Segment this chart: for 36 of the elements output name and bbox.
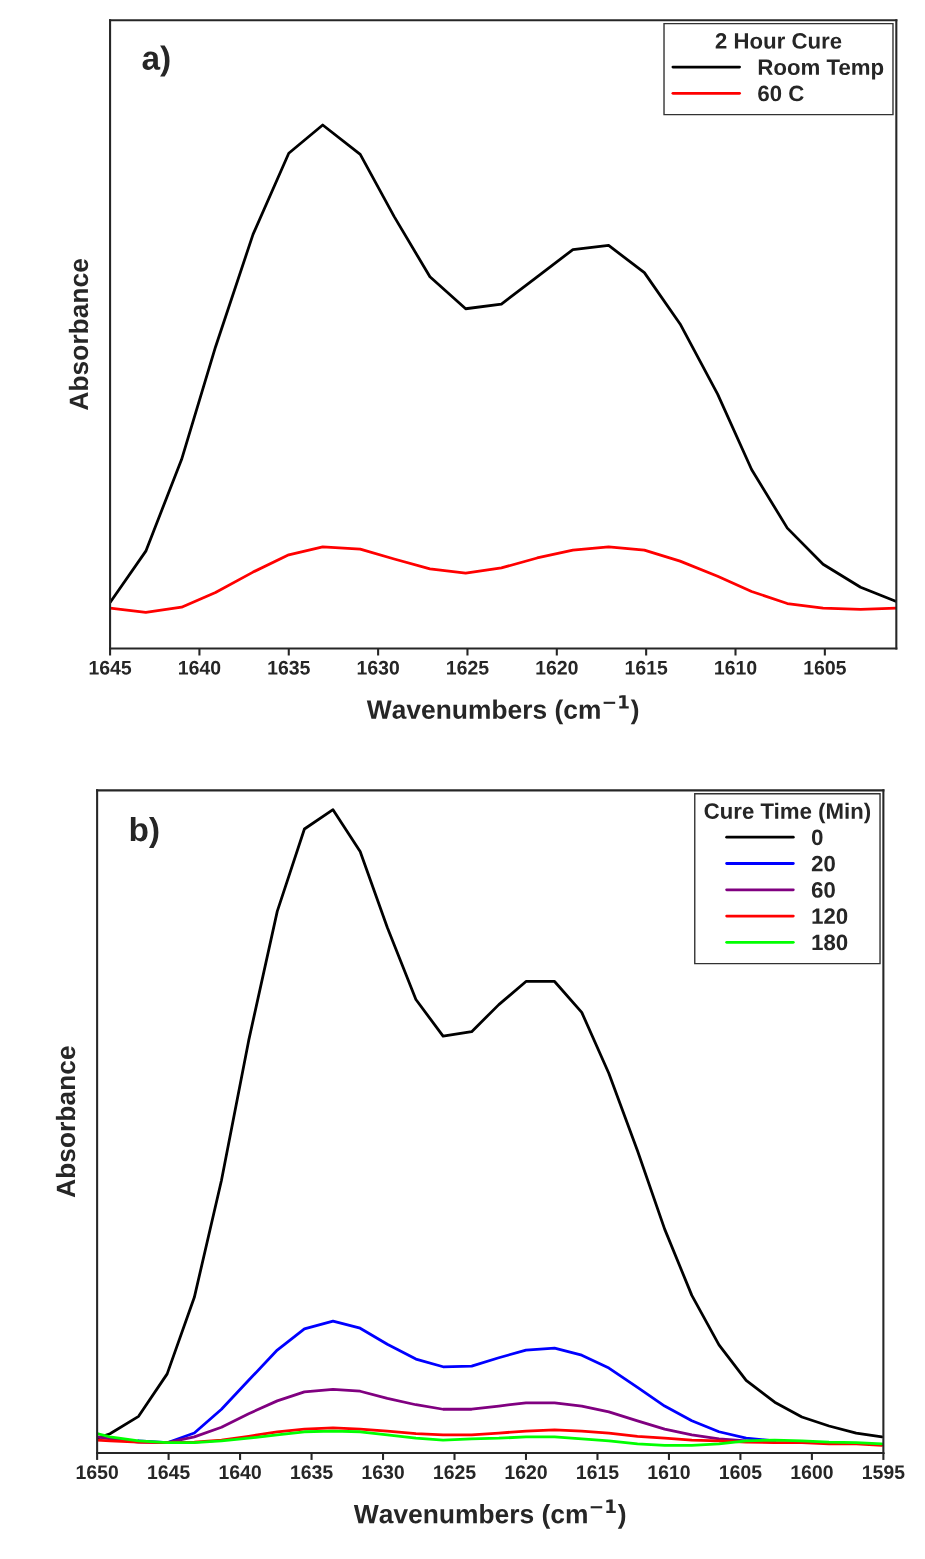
x-tick-label: 1595 [862, 1465, 905, 1480]
x-tick-label: 1605 [804, 660, 846, 675]
x-tick-label: 1620 [536, 660, 578, 675]
x-tick-label: 1605 [720, 1465, 762, 1480]
x-tick-label: 1640 [179, 660, 221, 675]
legend-title: Cure Time (Min) [704, 802, 871, 824]
x-tick-label: 1620 [505, 1465, 547, 1480]
x-tick-label: 1630 [357, 660, 399, 675]
y-axis-title: Absorbance [55, 1046, 76, 1198]
legend-title: 2 Hour Cure [715, 33, 842, 49]
x-tick-label: 1635 [268, 660, 310, 675]
x-tick-label: 1640 [219, 1465, 261, 1480]
x-tick-label: 1645 [89, 660, 132, 675]
x-tick-label: 1645 [148, 1465, 190, 1480]
x-tick-label: 1610 [648, 1465, 690, 1480]
x-tick-label: 1625 [447, 660, 489, 675]
x-tick-label: 1610 [715, 660, 757, 675]
x-tick-label: 1650 [76, 1465, 118, 1480]
x-axis-title: Wavenumbers (cm$^{−1}$) [366, 695, 639, 725]
legend-label: 180 [812, 934, 848, 951]
legend-label: 20 [811, 855, 835, 872]
legend-label: Room Temp [758, 59, 884, 80]
legend-label: 120 [812, 908, 848, 925]
x-tick-label: 1600 [791, 1465, 833, 1480]
legend-label: 60 [811, 882, 835, 898]
legend-label: 0 [811, 829, 823, 846]
x-tick-label: 1615 [625, 660, 668, 675]
legend-label: 60 C [758, 85, 804, 102]
x-axis-title: Wavenumbers (cm$^{−1}$) [353, 1499, 626, 1529]
x-tick-label: 1625 [434, 1465, 476, 1480]
x-tick-label: 1635 [291, 1465, 333, 1480]
annotation: b) [130, 816, 159, 848]
y-axis-title: Absorbance [68, 259, 89, 410]
text: a) [142, 45, 170, 77]
x-tick-label: 1630 [362, 1465, 404, 1480]
x-tick-label: 1615 [577, 1465, 619, 1480]
